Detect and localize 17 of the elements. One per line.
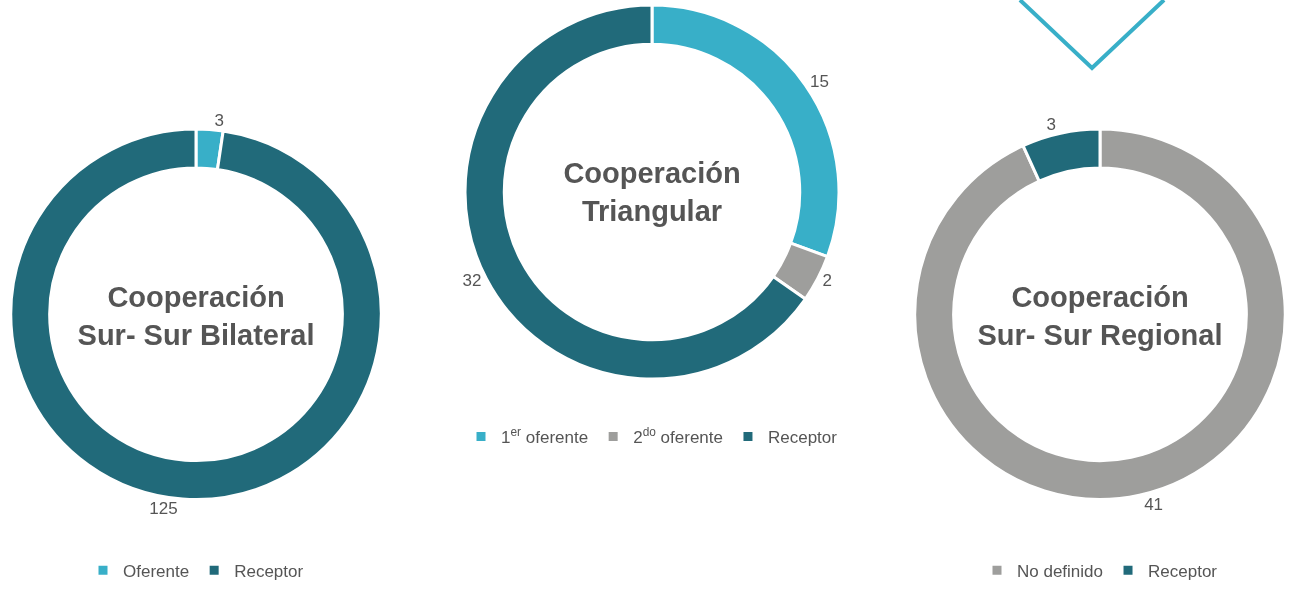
data-label: 32 — [462, 271, 482, 291]
text: Cooperación Sur- Sur Bilateral — [76, 279, 316, 353]
legend-label: No definido — [1017, 561, 1104, 581]
data-label: 15 — [810, 72, 830, 92]
text: Cooperación Sur- Sur Regional — [976, 279, 1224, 353]
legend-label: 2$^{do}$ oferente — [633, 425, 723, 448]
legend-label: Receptor — [1148, 561, 1218, 581]
data-label: 125 — [149, 498, 178, 518]
data-label: 41 — [1144, 494, 1164, 514]
data-label: 3 — [214, 110, 224, 130]
legend-label: Receptor — [234, 561, 304, 581]
legend-label: 1$^{er}$ oferente — [501, 425, 589, 448]
legend-label: Oferente — [123, 561, 190, 581]
legend-label: Receptor — [767, 428, 838, 448]
data-label: 3 — [1046, 114, 1056, 134]
data-label: 2 — [822, 271, 832, 291]
text: Cooperación Triangular — [562, 156, 742, 230]
